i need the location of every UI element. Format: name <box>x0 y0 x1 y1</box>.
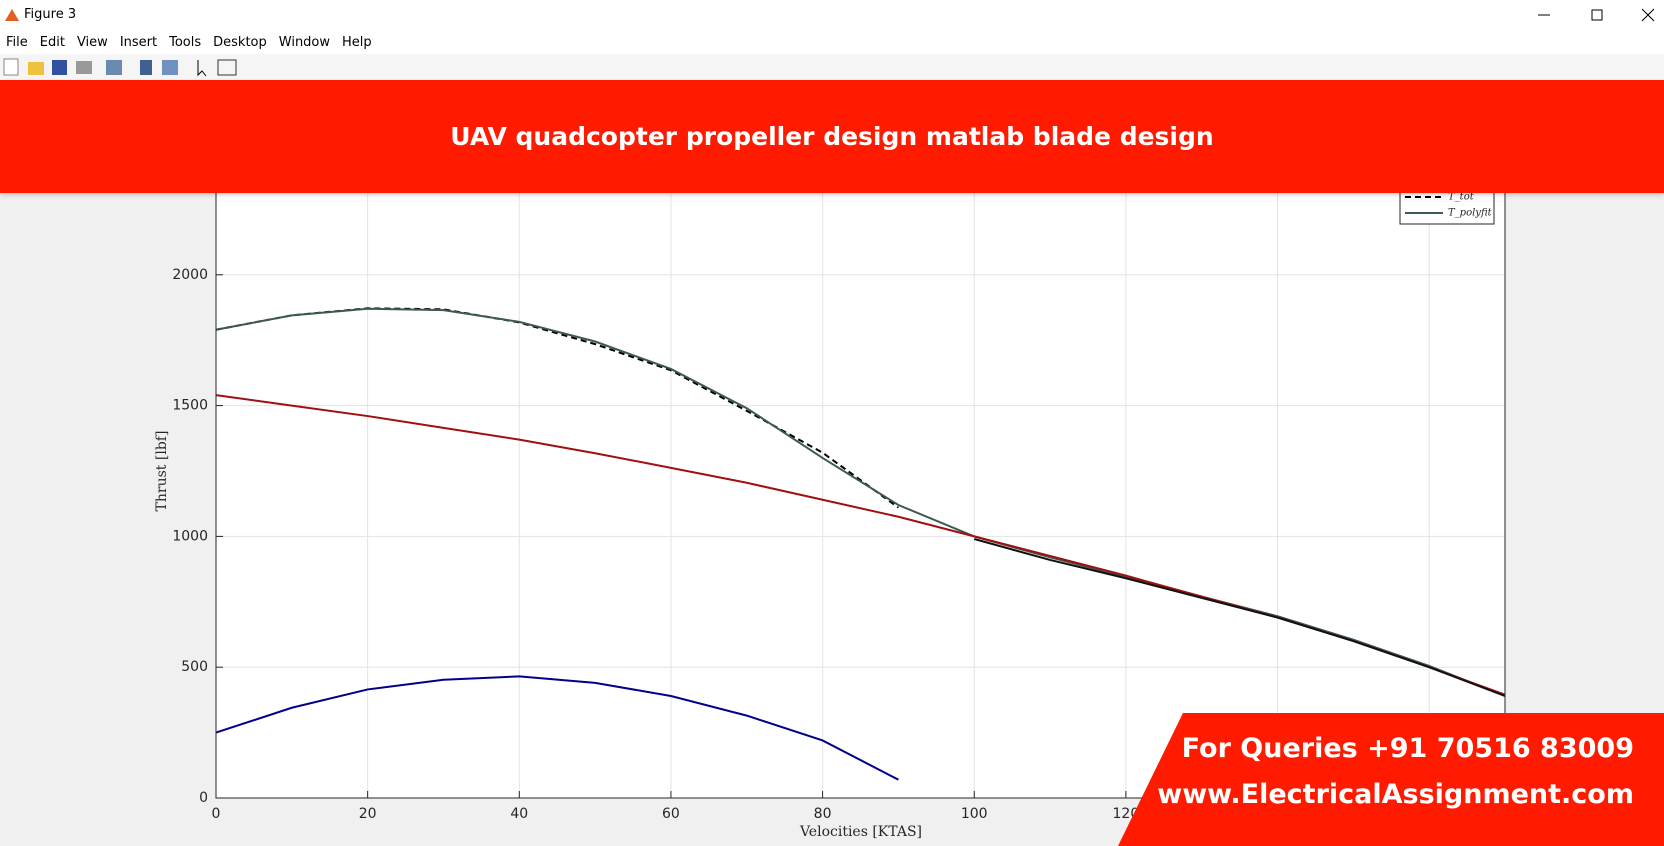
series-line <box>215 307 1506 697</box>
y-tick-label: 500 <box>181 659 208 675</box>
menu-item[interactable]: File <box>6 35 28 50</box>
x-tick-label: 80 <box>814 806 832 822</box>
x-tick-label: 100 <box>961 806 988 822</box>
banner-title: UAV quadcopter propeller design matlab b… <box>450 122 1214 151</box>
series-line <box>973 538 1506 697</box>
x-tick-label: 40 <box>510 806 528 822</box>
x-axis-label: Velocities [KTAS] <box>799 824 922 840</box>
y-axis-label: Thrust [lbf] <box>154 431 170 512</box>
menu-item[interactable]: Help <box>342 35 372 50</box>
menu-item[interactable]: Insert <box>119 35 158 50</box>
x-tick-label: 0 <box>212 806 221 822</box>
y-tick-label: 1500 <box>172 398 208 414</box>
banner: UAV quadcopter propeller design matlab b… <box>0 80 1664 193</box>
window-title: Figure 3 <box>24 7 77 22</box>
menu-item[interactable]: Edit <box>39 35 65 50</box>
menu-bar: File Edit View Insert Tools Desktop Window Help <box>0 30 1664 54</box>
x-tick-label: 60 <box>662 806 680 822</box>
toolbar <box>0 54 1664 82</box>
axes-bg <box>216 144 1505 798</box>
y-tick-label: 1000 <box>172 528 208 544</box>
legend-label: T_tot <box>1448 192 1475 203</box>
title-bar: Figure 3 <box>0 0 1664 30</box>
menu-item[interactable]: Tools <box>169 35 202 50</box>
menu-item[interactable]: Window <box>278 35 331 50</box>
menu-item[interactable]: Desktop <box>213 35 267 50</box>
app-icon <box>5 9 19 21</box>
website-line: www.ElectricalAssignment.com <box>1157 779 1634 810</box>
menu-item[interactable]: View <box>76 35 108 50</box>
contact-line: For Queries +91 70516 83009 <box>1181 733 1634 764</box>
footer-banner: For Queries +91 70516 83009 www.Electric… <box>1118 713 1664 846</box>
legend-label: T_polyfit <box>1448 208 1493 219</box>
y-tick-label: 2000 <box>172 267 208 283</box>
series-line <box>215 675 899 781</box>
y-tick-label: 0 <box>199 790 208 806</box>
window-controls[interactable] <box>1514 0 1664 30</box>
toolbar-icons[interactable] <box>0 54 240 82</box>
x-tick-label: 20 <box>359 806 377 822</box>
